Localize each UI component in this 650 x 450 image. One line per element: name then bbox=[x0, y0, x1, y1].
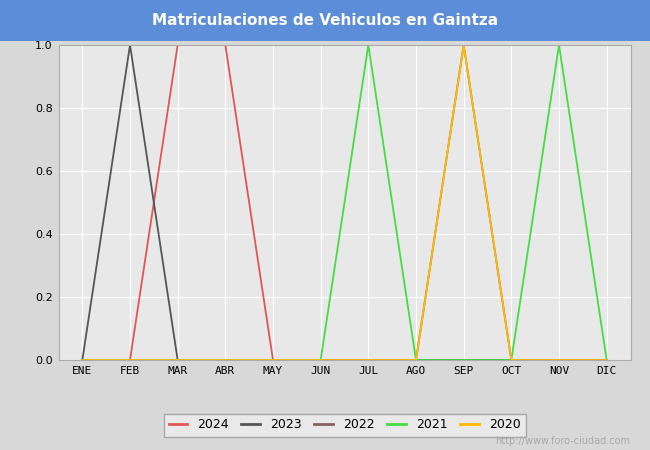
Legend: 2024, 2023, 2022, 2021, 2020: 2024, 2023, 2022, 2021, 2020 bbox=[164, 414, 525, 436]
Text: Matriculaciones de Vehiculos en Gaintza: Matriculaciones de Vehiculos en Gaintza bbox=[152, 13, 498, 28]
Text: http://www.foro-ciudad.com: http://www.foro-ciudad.com bbox=[495, 436, 630, 446]
